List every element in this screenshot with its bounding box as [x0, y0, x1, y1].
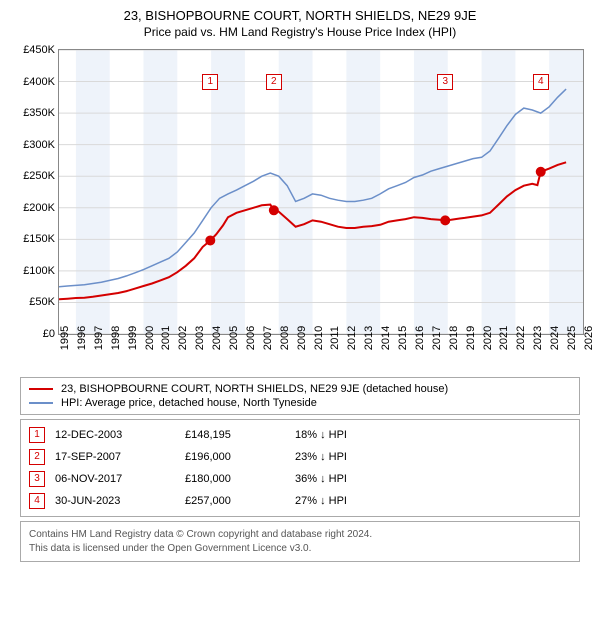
y-tick-label: £350K: [23, 107, 55, 119]
chart-title: 23, BISHOPBOURNE COURT, NORTH SHIELDS, N…: [10, 8, 590, 23]
sale-marker: 3: [437, 74, 453, 90]
transaction-price: £148,195: [185, 429, 285, 441]
x-tick-label: 2013: [363, 326, 375, 350]
transaction-marker: 2: [29, 449, 45, 465]
x-tick-label: 2016: [414, 326, 426, 350]
transaction-marker: 1: [29, 427, 45, 443]
plot-area: 1234£0£50K£100K£150K£200K£250K£300K£350K…: [58, 49, 584, 335]
y-tick-label: £50K: [29, 296, 55, 308]
legend-swatch: [29, 388, 53, 390]
transaction-marker: 4: [29, 493, 45, 509]
y-tick-label: £400K: [23, 76, 55, 88]
y-tick-label: £150K: [23, 233, 55, 245]
transaction-delta: 23% ↓ HPI: [295, 451, 395, 463]
transaction-date: 12-DEC-2003: [55, 429, 175, 441]
x-tick-label: 2005: [228, 326, 240, 350]
legend-label: HPI: Average price, detached house, Nort…: [61, 397, 317, 409]
x-tick-label: 2004: [211, 326, 223, 350]
y-tick-label: £450K: [23, 44, 55, 56]
transaction-delta: 18% ↓ HPI: [295, 429, 395, 441]
transaction-delta: 36% ↓ HPI: [295, 473, 395, 485]
x-tick-label: 2014: [380, 326, 392, 350]
container: 23, BISHOPBOURNE COURT, NORTH SHIELDS, N…: [0, 0, 600, 568]
x-tick-label: 2025: [566, 326, 578, 350]
footer-line-1: Contains HM Land Registry data © Crown c…: [29, 528, 571, 542]
x-tick-label: 2008: [279, 326, 291, 350]
transaction-delta: 27% ↓ HPI: [295, 495, 395, 507]
legend-item: HPI: Average price, detached house, Nort…: [29, 396, 571, 410]
y-tick-label: £300K: [23, 139, 55, 151]
legend-swatch: [29, 402, 53, 404]
chart-subtitle: Price paid vs. HM Land Registry's House …: [10, 25, 590, 39]
transaction-row: 3 06-NOV-2017 £180,000 36% ↓ HPI: [27, 468, 573, 490]
y-tick-label: £250K: [23, 170, 55, 182]
chart-svg: [59, 50, 583, 334]
x-tick-label: 2021: [498, 326, 510, 350]
x-tick-label: 1995: [59, 326, 71, 350]
x-tick-label: 2001: [160, 326, 172, 350]
legend-item: 23, BISHOPBOURNE COURT, NORTH SHIELDS, N…: [29, 382, 571, 396]
transaction-marker: 3: [29, 471, 45, 487]
x-tick-label: 2022: [515, 326, 527, 350]
transaction-row: 1 12-DEC-2003 £148,195 18% ↓ HPI: [27, 424, 573, 446]
footer-line-2: This data is licensed under the Open Gov…: [29, 542, 571, 556]
x-tick-label: 2015: [397, 326, 409, 350]
x-tick-label: 2020: [482, 326, 494, 350]
x-tick-label: 2023: [532, 326, 544, 350]
sale-marker: 1: [202, 74, 218, 90]
x-tick-label: 2011: [329, 326, 341, 350]
x-tick-label: 2000: [144, 326, 156, 350]
x-tick-label: 2010: [313, 326, 325, 350]
legend-label: 23, BISHOPBOURNE COURT, NORTH SHIELDS, N…: [61, 383, 448, 395]
transaction-row: 4 30-JUN-2023 £257,000 27% ↓ HPI: [27, 490, 573, 512]
x-tick-label: 2019: [465, 326, 477, 350]
transaction-date: 06-NOV-2017: [55, 473, 175, 485]
legend: 23, BISHOPBOURNE COURT, NORTH SHIELDS, N…: [20, 377, 580, 415]
y-tick-label: £100K: [23, 265, 55, 277]
x-tick-label: 2018: [448, 326, 460, 350]
x-tick-label: 1998: [110, 326, 122, 350]
transaction-date: 30-JUN-2023: [55, 495, 175, 507]
footer: Contains HM Land Registry data © Crown c…: [20, 521, 580, 562]
x-tick-label: 2024: [549, 326, 561, 350]
transaction-price: £257,000: [185, 495, 285, 507]
x-tick-label: 2009: [296, 326, 308, 350]
x-tick-label: 2007: [262, 326, 274, 350]
x-tick-label: 2006: [245, 326, 257, 350]
x-tick-label: 2026: [583, 326, 595, 350]
sale-marker: 4: [533, 74, 549, 90]
transaction-table: 1 12-DEC-2003 £148,195 18% ↓ HPI 2 17-SEP-200…: [20, 419, 580, 517]
y-tick-label: £0: [43, 328, 55, 340]
chart: 1 2 3 4 £0 £50K £100K £150K £200K £250K £300K £350K…: [10, 45, 590, 375]
y-tick-label: £200K: [23, 202, 55, 214]
x-tick-label: 1997: [93, 326, 105, 350]
sale-marker: 2: [266, 74, 282, 90]
x-tick-label: 2002: [177, 326, 189, 350]
transaction-price: £180,000: [185, 473, 285, 485]
transaction-row: 2 17-SEP-2007 £196,000 23% ↓ HPI: [27, 446, 573, 468]
x-tick-label: 1996: [76, 326, 88, 350]
transaction-price: £196,000: [185, 451, 285, 463]
transaction-date: 17-SEP-2007: [55, 451, 175, 463]
x-tick-label: 2003: [194, 326, 206, 350]
x-tick-label: 2017: [431, 326, 443, 350]
x-tick-label: 2012: [346, 326, 358, 350]
x-tick-label: 1999: [127, 326, 139, 350]
